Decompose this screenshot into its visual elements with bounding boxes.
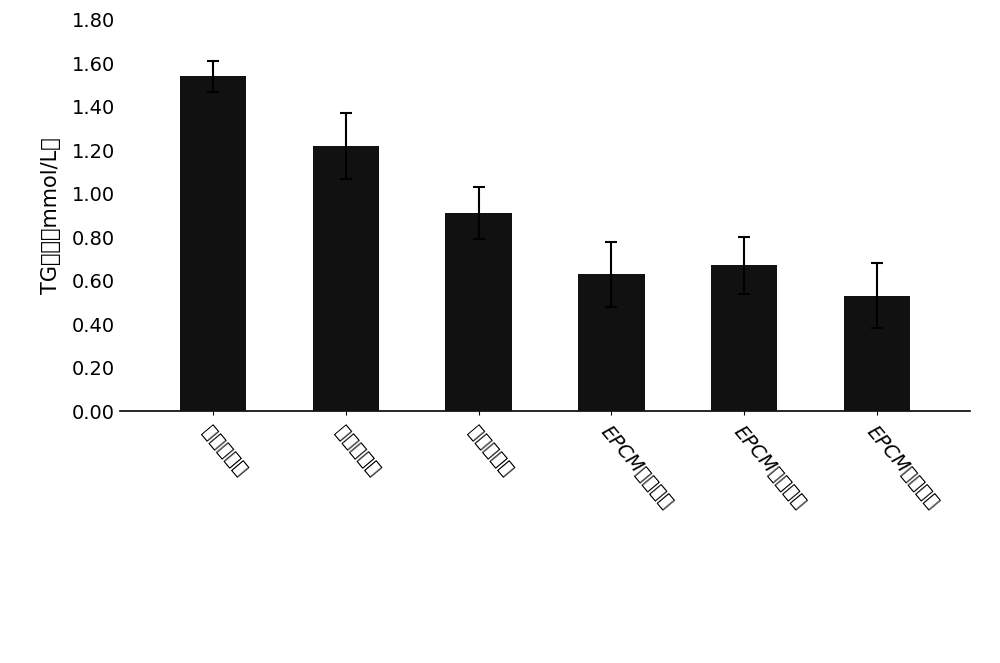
Bar: [313, 146, 379, 411]
Bar: [844, 296, 910, 411]
Bar: [711, 265, 777, 411]
Y-axis label: TG含量（mmol/L）: TG含量（mmol/L）: [41, 137, 61, 294]
Bar: [180, 76, 246, 411]
Bar: [578, 274, 645, 411]
Bar: [445, 213, 512, 411]
